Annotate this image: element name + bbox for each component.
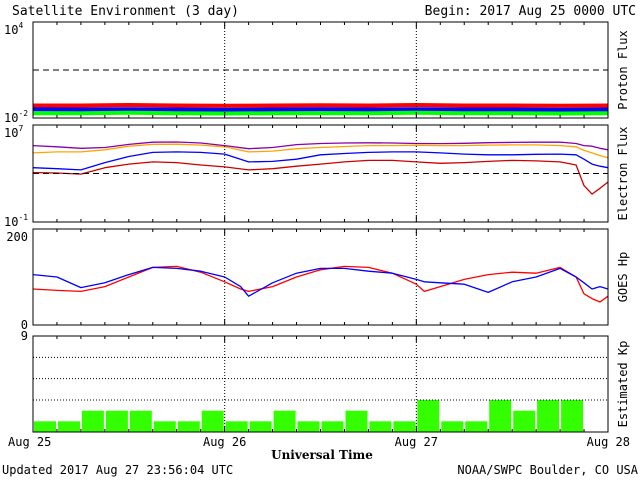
kp-ylabel: Estimated Kp [616, 341, 630, 428]
updated-timestamp: Updated 2017 Aug 27 23:56:04 UTC [2, 463, 233, 477]
proton-ytick-label: 104 [4, 21, 23, 37]
hp-ytick-label: 200 [6, 230, 28, 244]
kp-bar [201, 410, 224, 432]
kp-panel: 9 Estimated Kp [21, 329, 630, 433]
hp-red-line [32, 265, 609, 303]
kp-bar [537, 400, 560, 432]
kp-bar [58, 421, 80, 432]
kp-bar [345, 410, 368, 432]
proton-green-line [33, 110, 609, 116]
kp-bar [321, 421, 344, 432]
kp-bar [81, 410, 104, 432]
kp-bar [129, 410, 152, 432]
kp-bar [489, 400, 512, 432]
electron-ylabel: Electron Flux [616, 127, 630, 221]
x-axis-title: Universal Time [271, 448, 373, 462]
kp-bar [34, 421, 56, 432]
electron-blue-line [32, 151, 609, 171]
x-tick-label: Aug 26 [203, 435, 246, 449]
kp-bar [369, 421, 392, 432]
electron-darkred-line [32, 159, 609, 195]
proton-ytick-label: 10-2 [4, 109, 28, 125]
kp-bar [465, 421, 488, 432]
credit-label: NOAA/SWPC Boulder, CO USA [457, 463, 638, 477]
proton-red-line [33, 103, 609, 108]
x-tick-label: Aug 27 [395, 435, 438, 449]
electron-frame [32, 124, 609, 223]
kp-bar [273, 410, 296, 432]
chart-title: Satellite Environment (3 day) [12, 4, 239, 19]
electron-purple-line [32, 141, 609, 151]
kp-ytick-label: 9 [21, 329, 28, 343]
hp-panel: 200 0 GOES Hp [6, 228, 630, 332]
kp-bar [393, 421, 416, 432]
begin-date: Begin: 2017 Aug 25 0000 UTC [425, 4, 636, 19]
kp-bar [249, 421, 272, 432]
kp-bar [177, 421, 200, 432]
hp-ytick-label: 0 [21, 318, 28, 332]
electron-panel: 107 10-1 Electron Flux [4, 124, 630, 229]
proton-panel: 104 10-2 Proton Flux [4, 21, 630, 125]
electron-orange-line [32, 143, 609, 159]
panels: 104 10-2 Proton Flux 107 10-1 Electron Flux 20… [4, 21, 630, 449]
kp-bar [513, 410, 536, 432]
kp-bar [417, 400, 440, 432]
kp-bar [297, 421, 320, 432]
electron-ytick-label: 10-1 [4, 213, 28, 229]
proton-ylabel: Proton Flux [616, 30, 630, 109]
hp-frame [32, 228, 609, 326]
kp-bar [225, 421, 248, 432]
hp-ylabel: GOES Hp [616, 252, 630, 303]
kp-bar [561, 400, 584, 432]
x-tick-label: Aug 28 [587, 435, 630, 449]
kp-bar [153, 421, 176, 432]
x-tick-label: Aug 25 [8, 435, 51, 449]
kp-bar [105, 410, 128, 432]
electron-ytick-label: 107 [4, 124, 23, 140]
kp-bar [441, 421, 464, 432]
hp-blue-line [32, 266, 609, 297]
